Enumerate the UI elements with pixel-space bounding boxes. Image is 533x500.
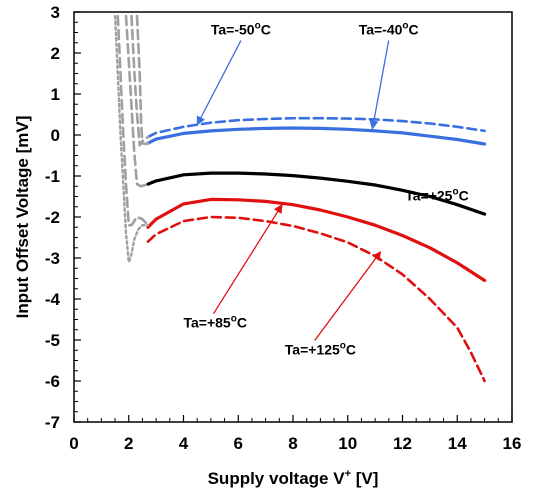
series-line-gray-5	[113, 14, 150, 264]
x-tick-label: 4	[179, 434, 189, 453]
y-tick-label: 1	[51, 85, 60, 104]
y-tick-label: 0	[51, 126, 60, 145]
series-line-Ta+25C	[146, 171, 487, 216]
annotation-label-m40: Ta=-40oC	[359, 21, 419, 38]
annotation-label-p25: Ta=+25oC	[405, 187, 468, 204]
x-tick-label: 10	[338, 434, 357, 453]
x-tick-label: 14	[448, 434, 467, 453]
annotation-label-m50: Ta=-50oC	[211, 21, 271, 38]
annotation-layer: Ta=-50oC Ta=-40oC Ta=+25oC Ta=+85oC Ta=+125o…	[184, 21, 469, 358]
y-tick-label: -2	[45, 208, 60, 227]
annotation-arrow-p85	[212, 203, 283, 315]
annotation-arrow-m50	[196, 40, 242, 126]
y-tick-label: -4	[45, 290, 61, 309]
x-tick-label: 16	[503, 434, 522, 453]
y-tick-label: -5	[45, 331, 60, 350]
series-line-gray-9	[135, 14, 150, 146]
x-tick-label: 8	[288, 434, 297, 453]
x-tick-label: 6	[234, 434, 243, 453]
y-tick-label: -1	[45, 167, 60, 186]
x-tick-label: 2	[124, 434, 133, 453]
y-tick-label: -3	[45, 249, 60, 268]
annotation-arrow-p125	[314, 251, 382, 341]
annotation-label-p125: Ta=+125oC	[285, 340, 356, 357]
series-line-gray-7	[124, 14, 150, 188]
y-axis-title: Input Offset Voltage [mV]	[13, 116, 32, 319]
series-line-Ta-50C	[146, 116, 486, 139]
series-line-Ta+85C	[146, 197, 487, 283]
y-tick-label: 2	[51, 44, 60, 63]
x-tick-label: 12	[393, 434, 412, 453]
x-tick-label: 0	[69, 434, 78, 453]
series-line-gray-8	[130, 14, 150, 147]
y-tick-label: -6	[45, 372, 60, 391]
y-tick-label: 3	[51, 3, 60, 22]
annotation-arrow-m40	[369, 40, 390, 130]
series-line-gray-6	[116, 14, 150, 227]
series-line-Ta-40C	[146, 126, 487, 146]
series-layer	[113, 14, 487, 383]
series-line-Ta+125C	[146, 215, 486, 383]
annotation-label-p85: Ta=+85oC	[184, 314, 247, 331]
x-axis-title: Supply voltage V+ [V]	[208, 468, 379, 488]
y-tick-label: -7	[45, 413, 60, 432]
